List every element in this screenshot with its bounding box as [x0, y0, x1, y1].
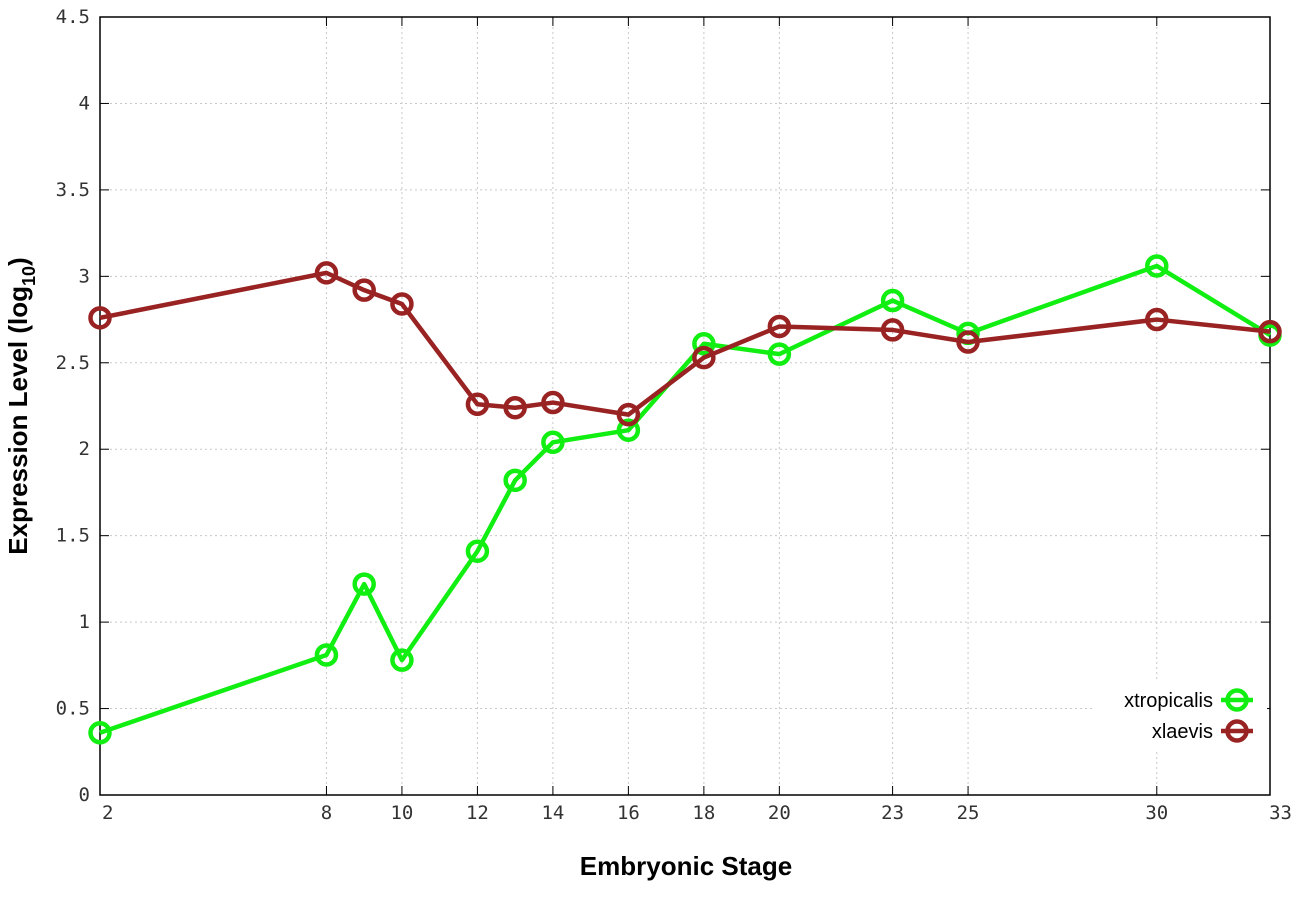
series-xlaevis: [88, 261, 1282, 427]
x-tick-label: 12: [466, 802, 489, 824]
y-tick-label: 4: [79, 92, 90, 114]
grid: [100, 17, 1270, 795]
data-point-xlaevis: [880, 318, 905, 342]
data-point-xtropicalis: [88, 721, 112, 745]
data-point-xtropicalis: [616, 418, 641, 442]
data-point-xlaevis: [314, 261, 339, 285]
data-point-xlaevis: [767, 314, 792, 339]
y-tick-label: 4.5: [56, 6, 90, 28]
x-axis-title: Embryonic Stage: [580, 851, 792, 881]
data-point-xlaevis: [465, 392, 490, 417]
legend-item-xlaevis: xlaevis: [1152, 719, 1253, 743]
x-tick-label: 18: [692, 802, 715, 824]
y-axis-title-main: Expression Level (log: [3, 286, 33, 555]
y-tick-label: 1.5: [56, 525, 90, 547]
x-tick-label: 10: [390, 802, 413, 824]
series-line-xtropicalis: [99, 263, 1272, 735]
legend-label: xlaevis: [1152, 721, 1213, 743]
data-point-xlaevis: [88, 306, 112, 330]
plot-frame: [99, 16, 1271, 796]
y-tick-label: 3: [79, 265, 90, 287]
y-axis-title-subscript: 10: [19, 266, 39, 286]
data-point-xlaevis: [541, 390, 565, 415]
series-line-xlaevis: [99, 270, 1271, 417]
y-axis-title: Expression Level (log10): [3, 257, 39, 554]
y-axis-title-close: ): [3, 257, 33, 266]
data-point-xtropicalis: [465, 539, 490, 563]
x-tick-label: 2: [102, 802, 113, 824]
data-point-xtropicalis: [880, 288, 905, 313]
data-point-xtropicalis: [1145, 254, 1169, 278]
data-point-xlaevis: [1145, 307, 1169, 332]
y-tick-label: 2.5: [56, 352, 90, 374]
y-tick-label: 0: [79, 784, 90, 806]
data-point-xtropicalis: [352, 572, 376, 596]
data-point-xlaevis: [352, 278, 376, 302]
series-xtropicalis: [88, 254, 1282, 745]
legend-marker-swatch: [1225, 688, 1249, 712]
y-tick-label: 2: [79, 438, 90, 460]
data-point-xlaevis: [616, 402, 641, 427]
legend-marker-swatch: [1225, 719, 1249, 743]
legend-label: xtropicalis: [1124, 690, 1213, 712]
legend: xtropicalis xlaevis: [1095, 682, 1267, 750]
series-layer: [88, 254, 1282, 745]
data-point-xlaevis: [1258, 319, 1282, 344]
legend-item-xtropicalis: xtropicalis: [1124, 688, 1253, 712]
data-point-xlaevis: [956, 330, 980, 354]
data-point-xtropicalis: [541, 430, 565, 455]
x-tick-label: 33: [1269, 802, 1292, 824]
data-point-xtropicalis: [692, 332, 716, 356]
data-point-xlaevis: [390, 292, 414, 316]
data-point-xlaevis: [692, 345, 716, 370]
x-tick-label: 20: [768, 802, 791, 824]
x-tick-label: 30: [1145, 802, 1168, 824]
x-tick-label: 23: [881, 802, 904, 824]
data-point-xtropicalis: [767, 342, 792, 366]
data-point-xtropicalis: [314, 643, 339, 667]
data-point-xtropicalis: [503, 468, 527, 493]
y-tick-label: 1: [79, 611, 90, 633]
axis-ticks: 0 0.5 1 1.5 2 2.5 3 3.5 4 4.5 2 8 10 12 14 16 18 20 23 25 30…: [56, 6, 1292, 824]
x-tick-label: 14: [541, 802, 564, 824]
x-tick-label: 16: [617, 802, 640, 824]
x-tick-label: 25: [957, 802, 980, 824]
x-tick-label: 8: [321, 802, 332, 824]
y-tick-label: 3.5: [56, 179, 90, 201]
data-point-xtropicalis: [390, 648, 414, 672]
data-point-xlaevis: [503, 395, 527, 420]
y-tick-label: 0.5: [56, 698, 90, 720]
